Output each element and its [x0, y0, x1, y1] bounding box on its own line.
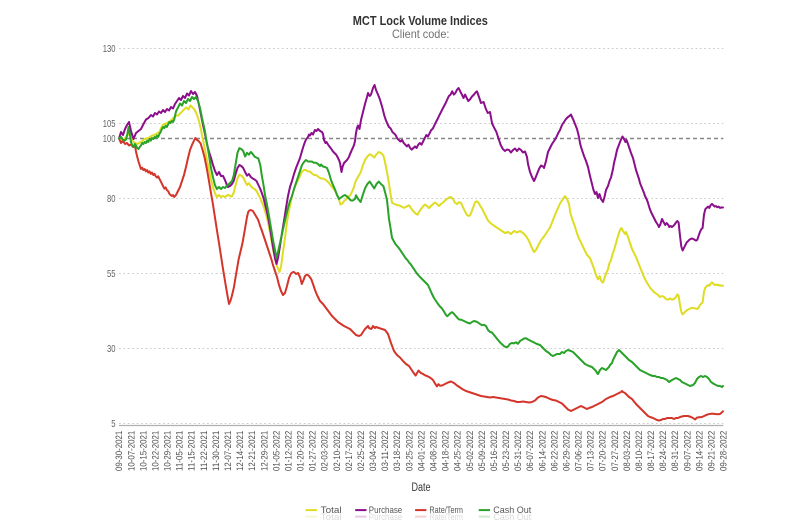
svg-text:05-31-2022: 05-31-2022 — [513, 431, 523, 471]
svg-text:130: 130 — [103, 43, 116, 55]
svg-text:05-16-2022: 05-16-2022 — [489, 431, 499, 471]
svg-text:11-15-2021: 11-15-2021 — [187, 431, 197, 471]
svg-text:Cash Out: Cash Out — [493, 512, 531, 522]
svg-text:Purchase: Purchase — [369, 512, 402, 522]
svg-text:Rate/Term: Rate/Term — [429, 505, 463, 515]
svg-text:Purchase: Purchase — [369, 505, 402, 515]
svg-text:09-21-2022: 09-21-2022 — [707, 431, 717, 471]
svg-text:09-30-2021: 09-30-2021 — [114, 431, 124, 471]
svg-text:09-28-2022: 09-28-2022 — [719, 431, 729, 471]
svg-text:Cash Out: Cash Out — [493, 505, 531, 515]
svg-text:01-27-2022: 01-27-2022 — [308, 431, 318, 471]
svg-text:07-27-2022: 07-27-2022 — [610, 431, 620, 471]
svg-text:05-02-2022: 05-02-2022 — [465, 431, 475, 471]
svg-text:100: 100 — [103, 133, 116, 145]
svg-text:12-07-2021: 12-07-2021 — [223, 431, 233, 471]
svg-text:04-25-2022: 04-25-2022 — [453, 431, 463, 471]
svg-text:03-11-2022: 03-11-2022 — [380, 431, 390, 471]
svg-text:MCT Lock Volume Indices: MCT Lock Volume Indices — [353, 14, 488, 28]
svg-text:10-15-2021: 10-15-2021 — [138, 431, 148, 471]
svg-text:Rate/Term: Rate/Term — [429, 512, 463, 522]
svg-text:05-09-2022: 05-09-2022 — [477, 431, 487, 471]
svg-text:10-29-2021: 10-29-2021 — [163, 431, 173, 471]
svg-text:105: 105 — [103, 118, 116, 130]
svg-text:11-30-2021: 11-30-2021 — [211, 431, 221, 471]
svg-text:01-20-2022: 01-20-2022 — [296, 431, 306, 471]
svg-text:02-03-2022: 02-03-2022 — [320, 431, 330, 471]
svg-text:09-07-2022: 09-07-2022 — [682, 431, 692, 471]
svg-text:04-08-2022: 04-08-2022 — [429, 431, 439, 471]
svg-text:09-14-2022: 09-14-2022 — [694, 431, 704, 471]
svg-text:03-18-2022: 03-18-2022 — [392, 431, 402, 471]
svg-text:08-31-2022: 08-31-2022 — [670, 431, 680, 471]
svg-text:08-24-2022: 08-24-2022 — [658, 431, 668, 471]
svg-text:5: 5 — [111, 418, 115, 430]
svg-text:02-17-2022: 02-17-2022 — [344, 431, 354, 471]
svg-text:Date: Date — [411, 482, 430, 494]
svg-text:07-06-2022: 07-06-2022 — [574, 431, 584, 471]
svg-text:07-20-2022: 07-20-2022 — [598, 431, 608, 471]
svg-text:06-22-2022: 06-22-2022 — [549, 431, 559, 471]
svg-text:04-01-2022: 04-01-2022 — [416, 431, 426, 471]
svg-text:01-05-2022: 01-05-2022 — [271, 431, 281, 471]
svg-text:30: 30 — [107, 343, 116, 355]
svg-text:03-04-2022: 03-04-2022 — [368, 431, 378, 471]
svg-text:12-14-2021: 12-14-2021 — [235, 431, 245, 471]
svg-text:06-07-2022: 06-07-2022 — [525, 431, 535, 471]
svg-text:11-22-2021: 11-22-2021 — [199, 431, 209, 471]
svg-text:12-21-2021: 12-21-2021 — [247, 431, 257, 471]
svg-text:12-29-2021: 12-29-2021 — [259, 431, 269, 471]
svg-text:10-07-2021: 10-07-2021 — [126, 431, 136, 471]
svg-text:01-12-2022: 01-12-2022 — [283, 431, 293, 471]
svg-text:05-23-2022: 05-23-2022 — [501, 431, 511, 471]
svg-text:07-13-2022: 07-13-2022 — [586, 431, 596, 471]
svg-text:Total: Total — [321, 505, 342, 515]
svg-text:04-18-2022: 04-18-2022 — [441, 431, 451, 471]
svg-text:08-17-2022: 08-17-2022 — [646, 431, 656, 471]
svg-text:06-29-2022: 06-29-2022 — [562, 431, 572, 471]
svg-text:02-10-2022: 02-10-2022 — [332, 431, 342, 471]
svg-text:10-22-2021: 10-22-2021 — [151, 431, 161, 471]
svg-text:06-14-2022: 06-14-2022 — [537, 431, 547, 471]
svg-text:Client code:: Client code: — [392, 27, 450, 41]
svg-text:02-25-2022: 02-25-2022 — [356, 431, 366, 471]
svg-text:11-05-2021: 11-05-2021 — [175, 431, 185, 471]
svg-text:55: 55 — [107, 268, 116, 280]
svg-text:Total: Total — [321, 512, 342, 522]
svg-text:08-03-2022: 08-03-2022 — [622, 431, 632, 471]
svg-text:80: 80 — [107, 193, 116, 205]
svg-text:08-10-2022: 08-10-2022 — [634, 431, 644, 471]
svg-text:03-25-2022: 03-25-2022 — [404, 431, 414, 471]
